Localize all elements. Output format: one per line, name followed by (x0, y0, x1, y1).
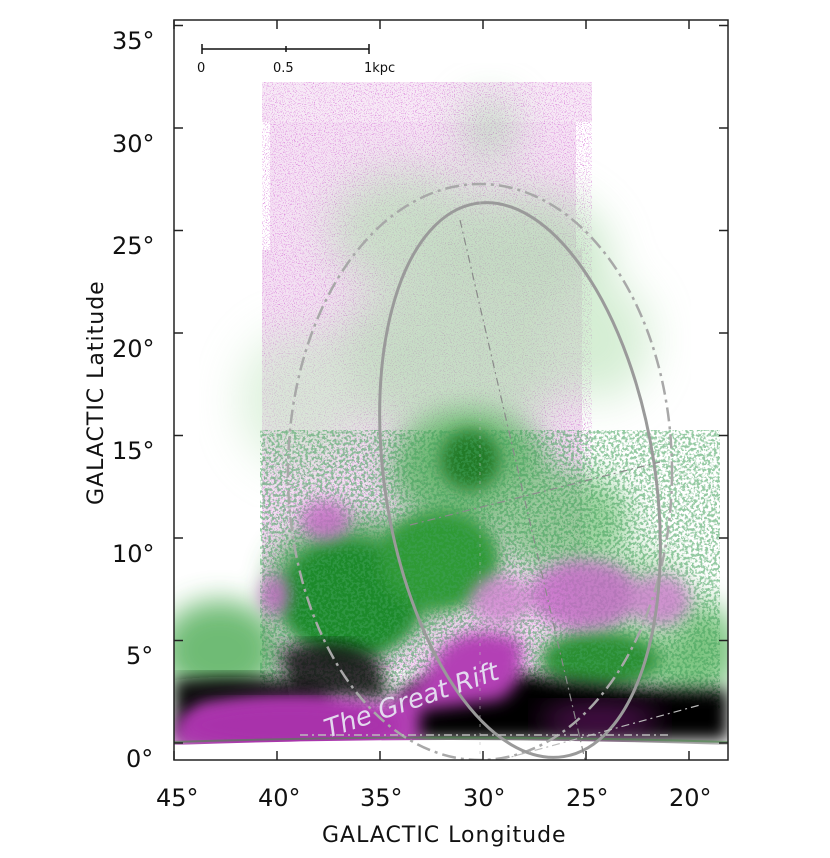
x-tick-label: 40° (258, 784, 301, 812)
y-tick-label: 30° (112, 130, 155, 158)
x-tick-label: 20° (669, 784, 712, 812)
magenta-clouds (260, 500, 690, 630)
x-tick-label: 30° (463, 784, 506, 812)
y-tick-label: 15° (112, 437, 155, 465)
scale-label-half: 0.5 (273, 61, 294, 76)
scale-label-1kpc: 1kpc (364, 61, 395, 76)
x-tick-label: 35° (360, 784, 403, 812)
x-tick-label: 45° (156, 784, 199, 812)
scale-label-0: 0 (197, 61, 205, 76)
x-axis-title: GALACTIC Longitude (322, 823, 567, 848)
x-axis-tick-labels: 45° 40° 35° 30° 25° 20° (156, 784, 712, 812)
x-tick-label: 25° (566, 784, 609, 812)
y-tick-label: 25° (112, 232, 155, 260)
y-axis-tick-labels: 35° 30° 25° 20° 15° 10° 5° 0° (112, 27, 155, 773)
axis-ticks (173, 20, 728, 760)
plot-area: The Great Rift (174, 20, 728, 760)
plot-frame (173, 19, 729, 761)
y-tick-label: 0° (126, 745, 153, 773)
y-tick-label: 5° (126, 642, 153, 670)
y-tick-label: 10° (112, 540, 155, 568)
y-tick-label: 20° (112, 335, 155, 363)
scale-bar: 0 0.5 1kpc (197, 44, 395, 76)
ring-ellipses (286, 182, 701, 760)
y-axis-title: GALACTIC Latitude (84, 280, 109, 505)
y-tick-label: 35° (112, 27, 155, 55)
